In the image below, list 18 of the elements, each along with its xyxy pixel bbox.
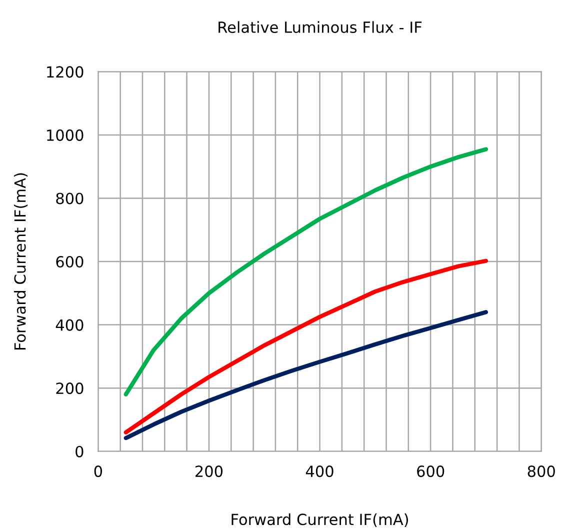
y-axis-title: Forward Current IF(mA) xyxy=(14,173,28,350)
y-tick-label: 600 xyxy=(56,256,84,268)
y-tick-label: 400 xyxy=(56,319,84,331)
x-tick-label: 0 xyxy=(94,466,102,478)
y-tick-label: 200 xyxy=(56,382,84,394)
y-tick-label: 1200 xyxy=(47,66,84,78)
y-tick-label: 800 xyxy=(56,192,84,204)
x-tick-label: 800 xyxy=(528,466,555,478)
line-series xyxy=(124,258,488,434)
x-tick-label: 200 xyxy=(196,466,223,478)
line-series xyxy=(124,310,488,440)
y-tick-label: 1000 xyxy=(47,129,84,141)
line-series xyxy=(124,147,488,396)
x-axis-title: Forward Current IF(mA) xyxy=(232,513,408,527)
x-tick-label: 400 xyxy=(306,466,334,478)
x-tick-label: 600 xyxy=(417,466,444,478)
chart-title: Relative Luminous Flux - IF xyxy=(218,21,422,34)
y-tick-label: 0 xyxy=(76,446,84,458)
